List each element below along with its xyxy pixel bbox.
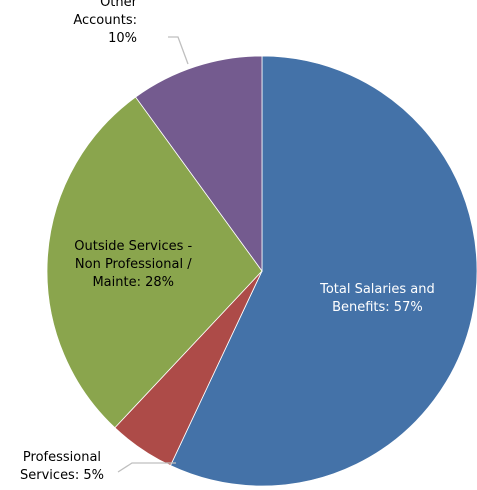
pie-slice-other-accounts — [135, 55, 263, 273]
slice-label-other-accounts: Other Accounts: 10% — [73, 0, 137, 46]
slice-label-line: Outside Services - — [74, 239, 192, 254]
slice-label-line: Total Salaries and — [319, 282, 435, 297]
leader-lines — [117, 36, 189, 473]
slice-label-total-salaries-and-benefits: Total Salaries and Benefits: 57% — [319, 282, 435, 315]
slice-labels: Total Salaries and Benefits: 57% Professio… — [20, 0, 435, 483]
slice-label-line: Non Professional / — [75, 257, 192, 272]
slice-label-line: Benefits: 57% — [332, 300, 423, 315]
pie-slices — [46, 55, 477, 487]
pie-slice-outside-services-non-professional-mainte — [46, 96, 263, 429]
slice-label-line: Other — [100, 0, 138, 10]
slice-label-line: Services: 5% — [20, 468, 104, 483]
pie-slice-total-salaries-and-benefits — [169, 55, 477, 487]
slice-label-line: Mainte: 28% — [92, 275, 174, 290]
leader-line-professional-services — [117, 462, 176, 473]
slice-label-professional-services: Professional Services: 5% — [20, 450, 104, 483]
slice-label-line: Accounts: — [73, 13, 137, 28]
leader-line-other-accounts — [168, 36, 189, 65]
slice-label-line: Professional — [23, 450, 101, 465]
slice-label-outside-services-non-professional-mainte: Outside Services - Non Professional / Main… — [74, 239, 192, 290]
slice-label-line: 10% — [108, 31, 137, 46]
